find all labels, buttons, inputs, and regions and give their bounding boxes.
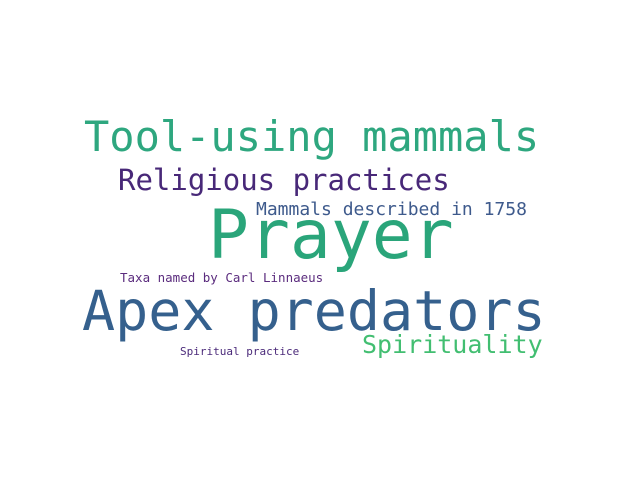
- word-mammals-described-in-1758: Mammals described in 1758: [256, 199, 527, 220]
- word-spiritual-practice: Spiritual practice: [180, 345, 300, 358]
- word-apex-predators: Apex predators: [82, 279, 546, 343]
- word-tool-using-mammals: Tool-using mammals: [84, 112, 540, 161]
- word-spirituality: Spirituality: [362, 330, 543, 359]
- word-religious-practices: Religious practices: [118, 163, 450, 197]
- word-prayer: Prayer: [208, 196, 454, 275]
- word-taxa-named-by-carl-linnaeus: Taxa named by Carl Linnaeus: [120, 270, 324, 285]
